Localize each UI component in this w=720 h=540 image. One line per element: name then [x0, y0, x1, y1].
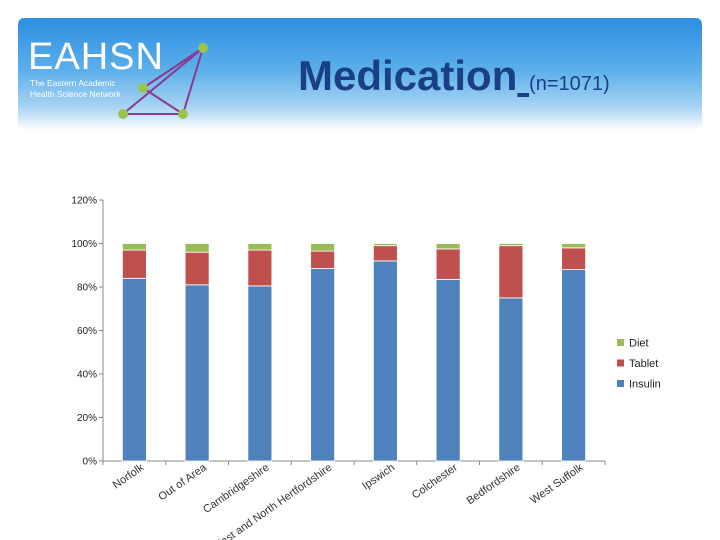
bar-segment-diet	[561, 243, 587, 249]
bar-segment-insulin	[247, 285, 273, 462]
bar-segment-insulin	[372, 260, 398, 462]
bar-segment-diet	[498, 243, 524, 247]
legend-label-tablet: Tablet	[629, 358, 658, 370]
legend-label-insulin: Insulin	[629, 379, 661, 391]
y-tick-label: 0%	[83, 457, 98, 468]
bar-segment-diet	[372, 243, 398, 247]
bar-segment-insulin	[561, 269, 587, 462]
bar-segment-diet	[184, 243, 210, 253]
logo-network-icon	[118, 43, 208, 119]
logo-subtitle: The Eastern Academic Health Science Netw…	[30, 78, 140, 100]
bar-segment-tablet	[372, 245, 398, 262]
x-category-label: West Suffolk	[528, 461, 586, 506]
legend-label-diet: Diet	[629, 338, 649, 350]
logo-subtitle-line1: The Eastern Academic	[30, 78, 116, 88]
y-tick-label: 80%	[77, 283, 97, 294]
y-tick-label: 100%	[71, 239, 97, 250]
bar-segment-tablet	[561, 247, 587, 271]
x-category-label: East and North Hertfordshire	[213, 462, 335, 540]
legend-swatch-insulin	[617, 380, 624, 387]
bar-segment-diet	[121, 243, 147, 251]
bar-segment-insulin	[184, 284, 210, 462]
legend-swatch-diet	[617, 339, 624, 346]
y-tick-label: 120%	[71, 196, 97, 207]
y-tick-label: 40%	[77, 370, 97, 381]
bar-segment-diet	[435, 243, 461, 250]
y-tick-label: 20%	[77, 413, 97, 424]
chart-legend: Diet Tablet Insulin	[617, 338, 661, 391]
bar-segment-insulin	[498, 297, 524, 462]
bar-segment-tablet	[310, 250, 336, 269]
x-category-label: Colchester	[410, 461, 460, 501]
bar-segment-tablet	[498, 245, 524, 299]
legend-swatch-tablet	[617, 359, 624, 367]
chart-bars	[121, 243, 587, 462]
chart-axes: 0% 20% 40% 60% 80% 100% 120%	[71, 196, 606, 468]
bar-segment-diet	[310, 243, 336, 252]
page-title: Medication (n=1071)	[298, 52, 610, 100]
bar-segment-tablet	[435, 248, 461, 280]
bar-segment-tablet	[121, 249, 147, 279]
header-banner: EAHSN The Eastern Academic Health Scienc…	[18, 18, 702, 130]
bar-segment-tablet	[184, 251, 210, 286]
bar-segment-insulin	[121, 277, 147, 462]
title-count: (n=1071)	[529, 73, 610, 95]
logo-subtitle-line2: Health Science Network	[30, 89, 121, 99]
bar-segment-insulin	[310, 268, 336, 462]
x-category-label: Out of Area	[156, 461, 209, 503]
title-main: Medication	[298, 52, 518, 99]
logo-text: EAHSN	[28, 36, 164, 78]
x-category-label: Ipswich	[360, 462, 397, 493]
x-category-label: Norfolk	[111, 461, 147, 491]
bar-segment-tablet	[247, 249, 273, 287]
bar-segment-diet	[247, 243, 273, 251]
x-category-label: Bedfordshire	[465, 462, 523, 508]
y-tick-label: 60%	[77, 326, 97, 337]
bar-segment-insulin	[435, 278, 461, 462]
